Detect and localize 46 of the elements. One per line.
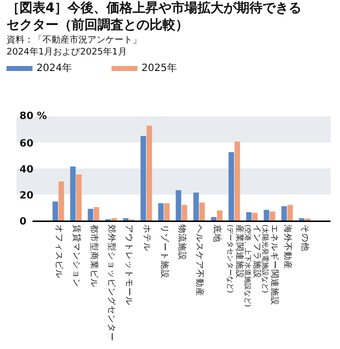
y-tick-label: 0 — [20, 216, 26, 228]
bar — [88, 208, 94, 220]
bar — [216, 210, 222, 220]
bar — [70, 166, 76, 220]
bar — [58, 182, 64, 220]
bar — [199, 202, 205, 220]
bar — [270, 212, 276, 220]
x-tick-label: リゾート施設 — [158, 224, 170, 278]
bar — [146, 126, 152, 220]
bar — [228, 152, 234, 220]
chart-title: ［図表4］今後、価格上昇や市場拡大が期待できるセクター（前回調査との比較） — [6, 0, 302, 33]
bar — [234, 141, 240, 220]
bar — [210, 217, 216, 220]
text: 2024年1月および2025年1月 — [6, 46, 127, 58]
x-tick-label: 海外不動産 — [282, 224, 294, 270]
bar — [193, 192, 199, 220]
text: 資料：「不動産市況アンケート」 — [6, 34, 142, 46]
y-tick-label: 40 — [20, 164, 34, 176]
y-tick-label: 80 % — [20, 111, 47, 122]
x-tick-label: オフィスビル — [53, 224, 64, 278]
y-tick-label: 20 — [20, 190, 34, 202]
bar — [140, 136, 146, 220]
legend-label: 2025年 — [142, 62, 177, 74]
x-tick-label: 底地 — [212, 224, 223, 242]
bar — [246, 212, 252, 220]
bar — [281, 206, 287, 220]
bar — [264, 210, 270, 220]
x-tick-label: 都市型商業ビル — [88, 224, 100, 288]
bar — [252, 212, 258, 220]
x-tick-label: その他 — [300, 224, 311, 252]
bar — [287, 204, 293, 220]
bar — [76, 174, 82, 220]
bar — [158, 203, 164, 220]
x-tick-label: ヘルスケア不動産 — [194, 224, 206, 296]
bar — [94, 207, 100, 220]
y-tick-label: 60 — [20, 138, 34, 150]
bar — [164, 203, 170, 220]
x-tick-label: 郊外型ショッピングセンター — [106, 224, 118, 342]
x-tick-label: ホテル — [141, 224, 152, 252]
x-tick-label: 物流施設 — [176, 224, 188, 260]
legend-label: 2024年 — [36, 62, 72, 74]
x-tick-label: 賃貸マンション — [70, 224, 82, 288]
bar — [182, 204, 188, 220]
bar — [52, 202, 58, 220]
x-tick-label: アウトレットモール — [124, 224, 134, 306]
bar — [176, 190, 182, 220]
